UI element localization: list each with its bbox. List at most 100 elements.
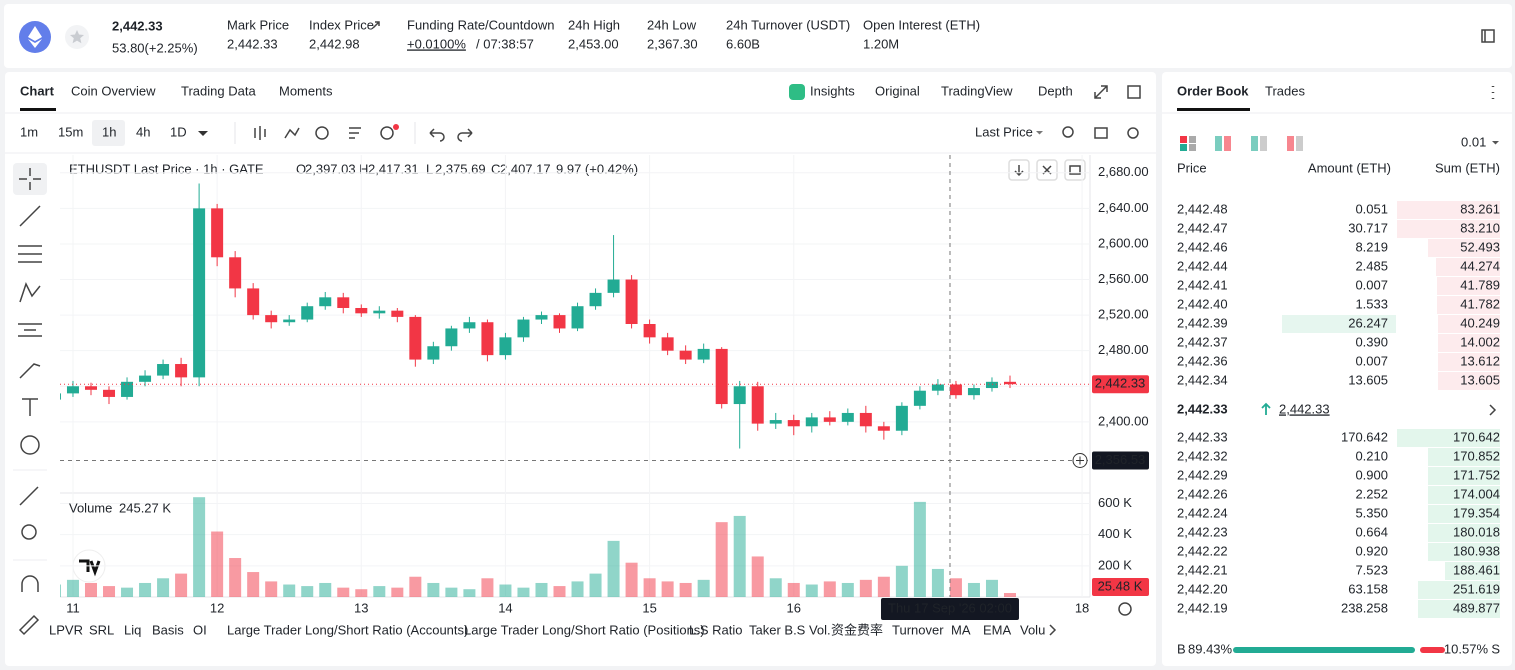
indicator[interactable]: Turnover	[892, 622, 944, 637]
chevron[interactable]	[1489, 404, 1497, 416]
book-price: 2,442.48	[1177, 201, 1228, 216]
redo-icon[interactable]	[457, 128, 473, 142]
volume-bar	[931, 568, 944, 597]
indicator[interactable]: L.S Ratio	[689, 622, 742, 637]
candle-body	[517, 319, 530, 338]
chart-tab[interactable]: Coin Overview	[71, 83, 156, 98]
book-tab[interactable]: Trades	[1265, 83, 1305, 98]
chart-tab[interactable]: Moments	[279, 83, 333, 98]
text-tool[interactable]	[22, 398, 38, 416]
indicator[interactable]: SRL	[89, 622, 114, 637]
projection-tool[interactable]	[18, 323, 42, 337]
candles-icon[interactable]	[254, 126, 266, 140]
book-amount: 0.007	[1355, 353, 1388, 368]
indicator[interactable]: LPVR	[49, 622, 83, 637]
book-price: 2,442.47	[1177, 220, 1228, 235]
ruler-tool[interactable]	[19, 486, 39, 506]
view-tab[interactable]: Insights	[810, 83, 855, 98]
icon-part[interactable]	[1215, 136, 1222, 151]
interval[interactable]: 1m	[20, 124, 38, 139]
indicator-icon[interactable]	[284, 127, 300, 139]
y-tick-label: 400 K	[1098, 526, 1132, 541]
replay-icon[interactable]	[315, 126, 329, 140]
pattern-tool[interactable]	[19, 282, 41, 303]
volume-last-label: 25.48 K	[1098, 578, 1143, 593]
axis-settings[interactable]	[1118, 602, 1132, 616]
interval[interactable]: 1h	[102, 124, 116, 139]
volume-bar	[589, 573, 602, 597]
indicator[interactable]: OI	[193, 622, 207, 637]
expand-icon[interactable]	[1094, 85, 1108, 99]
caret[interactable]	[198, 131, 208, 136]
indicator[interactable]: Taker B.S Vol.	[749, 622, 831, 637]
legend-key: C	[491, 161, 500, 176]
interval[interactable]: 1D	[170, 124, 187, 139]
precision[interactable]: 0.01	[1461, 134, 1486, 149]
restore-icon	[1069, 165, 1081, 175]
lock-tool[interactable]	[18, 614, 40, 636]
chart-tab[interactable]: Chart	[20, 83, 55, 98]
indicator[interactable]: 资金费率	[831, 622, 883, 637]
indicator[interactable]: Basis	[152, 622, 184, 637]
indicator[interactable]: Volu	[1020, 622, 1045, 637]
candle-body	[193, 208, 206, 378]
stat-label: 24h Low	[647, 17, 697, 32]
undo-icon[interactable]	[429, 128, 445, 142]
search-icon[interactable]	[1062, 126, 1074, 138]
x-tick-label: 11	[66, 600, 80, 615]
window-icon[interactable]	[1127, 85, 1141, 99]
pane-button[interactable]	[1036, 159, 1058, 181]
icon-part[interactable]	[1251, 136, 1258, 151]
add-icon[interactable]	[380, 126, 394, 140]
pane-button[interactable]	[1064, 159, 1086, 181]
book-price: 2,442.20	[1177, 581, 1228, 596]
fib-tool[interactable]	[18, 245, 42, 263]
view-tab[interactable]: TradingView	[941, 83, 1013, 98]
volume-bar	[535, 582, 548, 597]
camera-icon[interactable]	[1094, 127, 1108, 139]
caret[interactable]	[1492, 141, 1499, 145]
caret[interactable]	[1036, 131, 1043, 135]
line-tool[interactable]	[19, 205, 41, 227]
settings-icon[interactable]	[1127, 127, 1139, 139]
scroll-right[interactable]	[1049, 624, 1057, 636]
volume-bar	[949, 578, 962, 597]
stat-label: Funding Rate/Countdown	[407, 17, 554, 32]
up-arrow	[1261, 402, 1271, 415]
interval[interactable]: 4h	[136, 124, 150, 139]
notes-icon[interactable]	[1481, 29, 1495, 43]
emoji-tool[interactable]	[20, 435, 40, 455]
zoom-tool[interactable]	[21, 524, 37, 540]
stat-value: 6.60B	[726, 36, 760, 51]
indicator[interactable]: MA	[951, 622, 971, 637]
chart-tab[interactable]: Trading Data	[181, 83, 256, 98]
indicator[interactable]: Large Trader Long/Short Ratio (Positions…	[464, 622, 705, 637]
book-view-icons	[1180, 136, 1303, 151]
legend-change: 9.97 (+0.42%)	[556, 161, 638, 176]
crosshair-tool[interactable]	[19, 168, 41, 190]
indicator[interactable]: Liq	[124, 622, 141, 637]
pane-button[interactable]	[1008, 159, 1030, 181]
brush-tool[interactable]	[19, 363, 41, 379]
indicator[interactable]: EMA	[983, 622, 1012, 637]
price-source[interactable]: Last Price	[975, 124, 1033, 139]
book-tab[interactable]: Order Book	[1177, 83, 1249, 98]
candle-body	[625, 279, 638, 324]
volume-bar	[1003, 593, 1016, 597]
buy-ratio: 89.43%	[1188, 641, 1233, 656]
icon-part[interactable]	[1287, 136, 1294, 151]
magnet-tool[interactable]	[21, 575, 39, 592]
indicator[interactable]: Large Trader Long/Short Ratio (Accounts)	[227, 622, 468, 637]
interval[interactable]: 15m	[58, 124, 83, 139]
template-icon[interactable]	[349, 127, 361, 139]
candle-body	[175, 364, 188, 378]
volume-bar	[211, 531, 224, 597]
icon-part[interactable]	[1180, 136, 1187, 143]
volume-bar	[175, 573, 188, 597]
view-tab[interactable]: Depth	[1038, 83, 1073, 98]
external-link-icon[interactable]	[372, 21, 380, 29]
ai-icon[interactable]	[789, 84, 805, 100]
volume-bar	[445, 587, 458, 597]
view-tab[interactable]: Original	[875, 83, 920, 98]
